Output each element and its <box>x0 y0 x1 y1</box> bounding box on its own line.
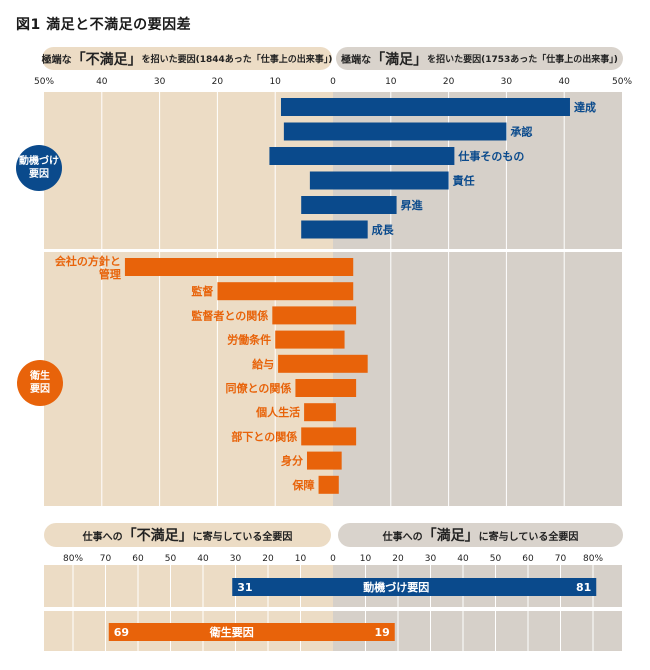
header-post: に寄与している全要因 <box>192 531 293 543</box>
bar-label: 部下との関係 <box>231 429 297 443</box>
bar-label: 達成 <box>574 100 596 114</box>
bar-label: 管理 <box>99 267 121 281</box>
header-emphasis: 「不満足」 <box>71 51 142 68</box>
tick-label: 70 <box>99 554 112 564</box>
header-pre: 仕事への <box>82 531 123 543</box>
bar-label: 会社の方針と <box>55 254 121 268</box>
bar-hygiene <box>306 451 342 470</box>
tick-label: 30 <box>153 77 166 87</box>
bar-label: 同僚との関係 <box>226 381 292 395</box>
summary-bar <box>108 623 395 641</box>
summary-bar <box>232 578 597 596</box>
header-post: に寄与している全要因 <box>478 531 579 543</box>
figure-title: 図1 満足と不満足の要因差 <box>16 17 192 33</box>
tick-label: 50% <box>33 77 55 87</box>
header-pre: 仕事への <box>382 531 423 543</box>
header-pre: 極端な <box>341 55 372 66</box>
bar-label: 仕事そのもの <box>457 149 524 163</box>
bar-motivator <box>301 196 397 214</box>
bar-label: 労働条件 <box>227 333 271 347</box>
bottom-header-dissatisfaction: 仕事への 「不満足」 に寄与している全要因 <box>44 523 331 547</box>
bar-hygiene <box>278 354 368 373</box>
tick-label: 20 <box>262 554 274 564</box>
tick-label: 10 <box>269 77 281 87</box>
bar-motivator <box>301 220 368 239</box>
header-emphasis: 「満足」 <box>422 528 479 544</box>
data-label: 19 <box>374 626 389 639</box>
data-label: 31 <box>237 581 252 594</box>
top-header-satisfaction: 極端な 「満足」 を招いた要因(1753あった「仕事上の出来事」) <box>336 47 623 70</box>
bar-hygiene <box>301 427 357 446</box>
tick-label: 30 <box>229 554 242 564</box>
bar-label: 保障 <box>292 478 315 492</box>
tick-label: 50 <box>489 554 502 564</box>
tick-label: 10 <box>294 554 307 564</box>
tick-label: 40 <box>197 554 209 564</box>
data-label: 69 <box>114 626 129 639</box>
bar-hygiene <box>275 330 345 349</box>
tick-label: 80% <box>582 554 604 564</box>
bar-motivator <box>280 98 570 116</box>
tick-label: 40 <box>558 77 570 87</box>
badge-hygiene: 衛生 要因 <box>17 360 63 406</box>
tick-label: 40 <box>96 77 108 87</box>
header-post: を招いた要因(1753あった「仕事上の出来事」) <box>427 55 618 65</box>
tick-label: 80% <box>62 554 84 564</box>
tick-label: 10 <box>385 77 397 87</box>
tick-label: 0 <box>330 554 336 564</box>
bar-label: 監督者との関係 <box>191 308 268 322</box>
header-emphasis: 「満足」 <box>371 51 428 68</box>
tick-label: 10 <box>359 554 372 564</box>
bar-hygiene <box>217 282 354 301</box>
bar-motivator <box>269 147 455 165</box>
badge-motivators: 動機づけ 要因 <box>16 145 62 191</box>
bar-label: 給与 <box>252 357 274 371</box>
tick-label: 60 <box>132 554 144 564</box>
summary-bar-label: 衛生要因 <box>209 625 254 639</box>
tick-label: 20 <box>392 554 404 564</box>
bar-label: 成長 <box>372 223 395 237</box>
bottom-header-satisfaction: 仕事への 「満足」 に寄与している全要因 <box>338 523 623 547</box>
bar-hygiene <box>304 403 336 422</box>
data-label: 81 <box>576 581 591 594</box>
tick-label: 50 <box>164 554 177 564</box>
group-separator <box>44 249 622 252</box>
bar-label: 承認 <box>510 125 532 139</box>
tick-label: 70 <box>554 554 567 564</box>
tick-label: 60 <box>522 554 534 564</box>
bar-hygiene <box>318 475 339 494</box>
bar-hygiene <box>295 379 357 397</box>
tick-label: 50% <box>611 77 633 87</box>
tick-label: 40 <box>457 554 469 564</box>
bar-hygiene <box>124 258 354 276</box>
header-emphasis: 「不満足」 <box>122 528 193 544</box>
bar-motivator <box>283 122 507 141</box>
bar-label: 監督 <box>191 284 213 298</box>
top-header-dissatisfaction: 極端な 「不満足」 を招いた要因(1844あった「仕事上の出来事」) <box>42 47 332 70</box>
tick-label: 20 <box>211 77 224 87</box>
tick-label: 0 <box>330 77 336 87</box>
tick-label: 20 <box>442 77 455 87</box>
tick-label: 30 <box>424 554 437 564</box>
bar-label: 責任 <box>453 174 475 188</box>
bar-label: 身分 <box>281 454 303 468</box>
header-post: を招いた要因(1844あった「仕事上の出来事」) <box>141 55 333 65</box>
bar-label: 個人生活 <box>255 405 300 419</box>
summary-bar-label: 動機づけ要因 <box>363 580 429 594</box>
bar-label: 昇進 <box>401 198 424 212</box>
tick-label: 30 <box>500 77 513 87</box>
bar-motivator <box>309 171 449 190</box>
header-pre: 極端な <box>41 55 72 66</box>
bar-hygiene <box>272 306 357 325</box>
